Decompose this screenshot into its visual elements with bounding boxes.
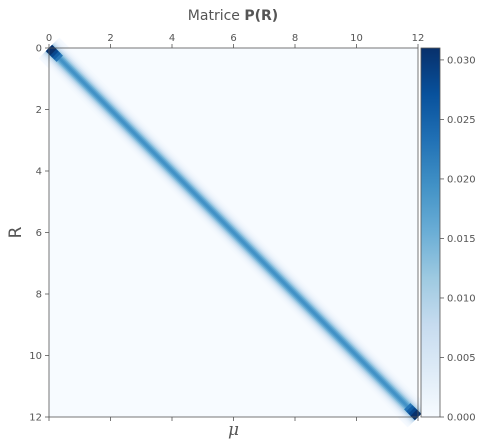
colorbar-tick-label: 0.005 xyxy=(447,353,476,364)
corner-peak xyxy=(45,44,57,56)
colorbar: 0.000 0.005 0.010 0.015 0.020 0.025 0.030 xyxy=(420,47,476,424)
colorbar-tick-label: 0.015 xyxy=(447,234,476,245)
y-tick-label: 2 xyxy=(36,105,42,116)
x-tick-label: 10 xyxy=(350,33,363,44)
y-tick-label: 6 xyxy=(36,228,42,239)
x-tick-label: 2 xyxy=(107,33,113,44)
colorbar-ticks: 0.000 0.005 0.010 0.015 0.020 0.025 0.030 xyxy=(440,55,476,424)
x-tick-label: 6 xyxy=(230,33,236,44)
x-tick-label: 8 xyxy=(292,33,298,44)
colorbar-tick-label: 0.020 xyxy=(447,174,476,185)
x-tick-label: 0 xyxy=(46,33,52,44)
x-tick-label: 4 xyxy=(169,33,175,44)
y-axis-label: R xyxy=(6,226,26,238)
y-tick-label: 4 xyxy=(36,167,42,178)
plot-area xyxy=(38,37,429,428)
y-axis-ticks: 0 2 4 6 8 10 12 xyxy=(29,44,49,424)
heatmap-cells xyxy=(38,37,429,428)
x-tick-label: 12 xyxy=(412,33,425,44)
y-tick-label: 12 xyxy=(29,413,42,424)
diagonal-band-layer xyxy=(48,47,419,418)
y-tick-label: 10 xyxy=(29,351,42,362)
colorbar-tick-label: 0.030 xyxy=(447,55,476,66)
y-tick-label: 8 xyxy=(36,290,42,301)
corner-peak xyxy=(410,409,422,421)
chart-title: Matrice P(R) xyxy=(188,8,278,24)
x-axis-label: μ xyxy=(228,420,239,440)
y-tick-label: 0 xyxy=(36,44,42,55)
x-axis-ticks: 0 2 4 6 8 10 12 xyxy=(46,33,425,421)
chart-title-bold: P(R) xyxy=(244,8,278,24)
chart-title-prefix: Matrice xyxy=(188,8,240,24)
colorbar-gradient xyxy=(420,47,441,418)
colorbar-tick-label: 0.025 xyxy=(447,115,476,126)
colorbar-tick-label: 0.000 xyxy=(447,413,476,424)
colorbar-tick-label: 0.010 xyxy=(447,293,476,304)
